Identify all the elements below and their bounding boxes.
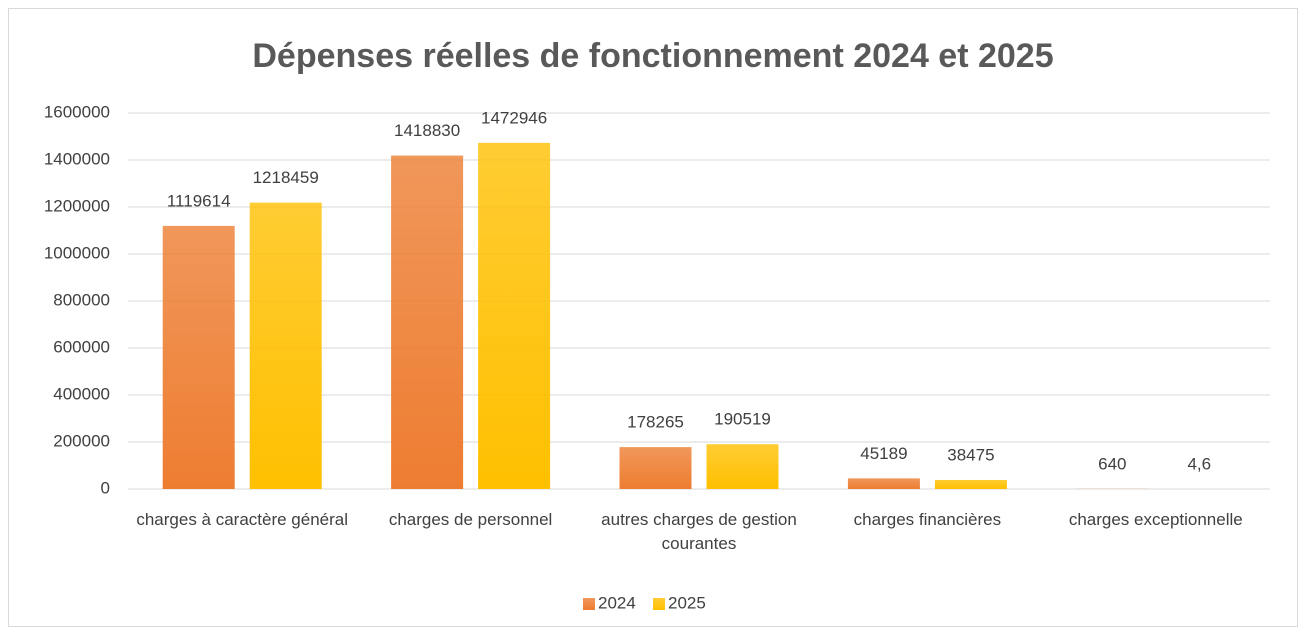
bar: [706, 444, 779, 489]
x-tick-label: charges de personnel: [388, 510, 553, 529]
data-label: 178265: [627, 413, 684, 432]
bar: [391, 155, 464, 489]
y-tick-label: 1600000: [44, 102, 110, 121]
bar: [934, 479, 1007, 489]
data-label: 1119614: [167, 191, 231, 210]
x-tick-label: charges financières: [853, 510, 1002, 529]
data-label: 38475: [947, 445, 994, 464]
data-label: 4,6: [1187, 454, 1211, 473]
chart-title: Dépenses réelles de fonctionnement 2024 …: [252, 37, 1053, 75]
y-tick-label: 1000000: [44, 243, 110, 262]
y-tick-label: 0: [101, 478, 110, 497]
y-tick-label: 1200000: [44, 196, 110, 215]
data-label: 1218459: [253, 168, 319, 187]
bar: [249, 202, 322, 489]
bar: [619, 447, 692, 489]
data-label: 1418830: [394, 121, 460, 140]
legend-swatch: [653, 598, 665, 610]
data-label: 190519: [714, 410, 771, 429]
data-label: 1472946: [481, 108, 547, 127]
y-tick-label: 400000: [53, 384, 110, 403]
x-tick-label: charges à caractère général: [136, 510, 349, 529]
data-label: 45189: [860, 444, 907, 463]
legend-label: 2024: [598, 593, 636, 612]
bar: [162, 225, 235, 489]
bar: [847, 478, 920, 489]
y-tick-label: 1400000: [44, 149, 110, 168]
legend-swatch: [583, 598, 595, 610]
y-tick-label: 200000: [53, 431, 110, 450]
legend-label: 2025: [668, 593, 706, 612]
bar: [478, 142, 551, 489]
y-tick-label: 600000: [53, 337, 110, 356]
x-tick-label: charges exceptionnelle: [1068, 510, 1243, 529]
data-label: 640: [1098, 454, 1126, 473]
x-tick-label: autres charges de gestion courantes: [601, 510, 797, 553]
y-tick-label: 800000: [53, 290, 110, 309]
